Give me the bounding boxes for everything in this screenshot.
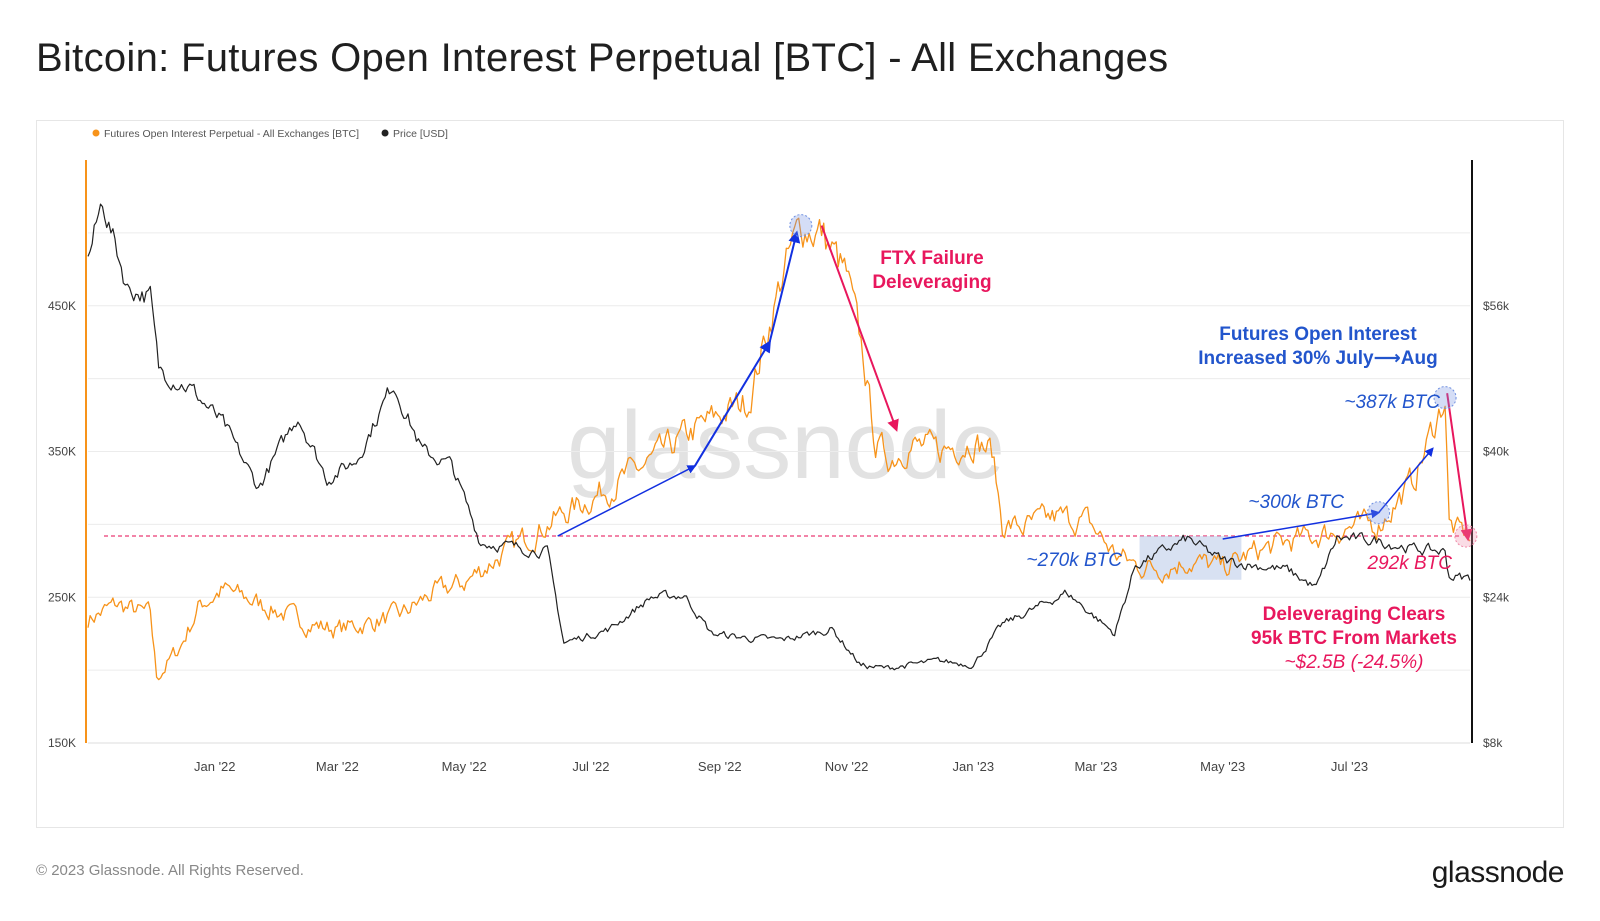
legend: Futures Open Interest Perpetual - All Ex… bbox=[92, 128, 448, 140]
x-tick-label: May '23 bbox=[1200, 759, 1245, 774]
x-tick-label: Sep '22 bbox=[698, 759, 742, 774]
x-tick-label: Mar '22 bbox=[316, 759, 359, 774]
brand-logo: glassnode bbox=[1431, 856, 1565, 889]
trend-arrow bbox=[693, 340, 771, 467]
annotation-ftx: FTX Failure bbox=[880, 248, 983, 269]
annotation-ftx: Deleveraging bbox=[872, 272, 991, 293]
annotation-delev: 95k BTC From Markets bbox=[1251, 628, 1457, 649]
series-layer bbox=[87, 203, 1471, 681]
chart-frame bbox=[36, 120, 1564, 828]
x-tick-label: May '22 bbox=[442, 759, 487, 774]
trend-arrow bbox=[1222, 509, 1381, 540]
x-tick-label: Jul '23 bbox=[1331, 759, 1368, 774]
annotation-delev_usd: ~$2.5B (-24.5%) bbox=[1285, 652, 1424, 673]
price-series-line bbox=[87, 203, 1471, 671]
y-right-tick-label: $56k bbox=[1483, 299, 1510, 313]
x-tick-label: Mar '23 bbox=[1074, 759, 1117, 774]
annotations: FTX Failure Deleveraging Futures Open Inte… bbox=[557, 214, 1478, 673]
legend-swatch bbox=[381, 129, 389, 137]
axes: 150K 250K 350K 450K $8k $24k $40k $56k Jan '22 Ma… bbox=[48, 160, 1510, 774]
legend-label: Futures Open Interest Perpetual - All Ex… bbox=[104, 128, 359, 140]
trend-arrow bbox=[1377, 447, 1434, 514]
annotation-v270: ~270k BTC bbox=[1026, 550, 1122, 571]
annotation-v387: ~387k BTC bbox=[1344, 392, 1440, 413]
x-tick-label: Jan '23 bbox=[953, 759, 995, 774]
delev-arrow bbox=[1446, 393, 1473, 542]
trend-arrow bbox=[557, 465, 697, 537]
y-right-tick-label: $8k bbox=[1483, 736, 1503, 750]
y-left-tick-label: 350K bbox=[48, 445, 76, 459]
y-right-tick-label: $40k bbox=[1483, 445, 1510, 459]
annotation-v292: 292k BTC bbox=[1367, 553, 1453, 574]
watermark-text: glassnode bbox=[567, 392, 1005, 499]
watermark-layer: glassnode bbox=[567, 392, 1005, 499]
y-left-tick-label: 250K bbox=[48, 590, 76, 604]
annotation-futures_oi: Increased 30% July⟶Aug bbox=[1198, 348, 1438, 369]
annotation-delev: Deleveraging Clears bbox=[1263, 604, 1446, 625]
highlight-circle bbox=[1454, 524, 1478, 548]
page-title: Bitcoin: Futures Open Interest Perpetual… bbox=[36, 36, 1169, 80]
legend-swatch bbox=[92, 129, 100, 137]
legend-label: Price [USD] bbox=[393, 128, 448, 140]
x-tick-label: Jul '22 bbox=[572, 759, 609, 774]
ftx-arrow bbox=[820, 225, 899, 432]
y-left-tick-label: 450K bbox=[48, 299, 76, 313]
y-left-tick-label: 150K bbox=[48, 736, 76, 750]
annotation-futures_oi: Futures Open Interest bbox=[1219, 324, 1417, 345]
annotation-v300: ~300k BTC bbox=[1248, 492, 1344, 513]
peak-highlight-circle bbox=[789, 214, 813, 238]
open-interest-series-line bbox=[87, 217, 1471, 681]
trend-arrow bbox=[768, 230, 801, 343]
x-tick-label: Jan '22 bbox=[194, 759, 236, 774]
highlight-circle bbox=[1367, 501, 1391, 525]
highlight-circle bbox=[1433, 386, 1457, 410]
x-tick-label: Nov '22 bbox=[825, 759, 869, 774]
y-right-tick-label: $24k bbox=[1483, 590, 1510, 604]
copyright-text: © 2023 Glassnode. All Rights Reserved. bbox=[36, 862, 304, 879]
